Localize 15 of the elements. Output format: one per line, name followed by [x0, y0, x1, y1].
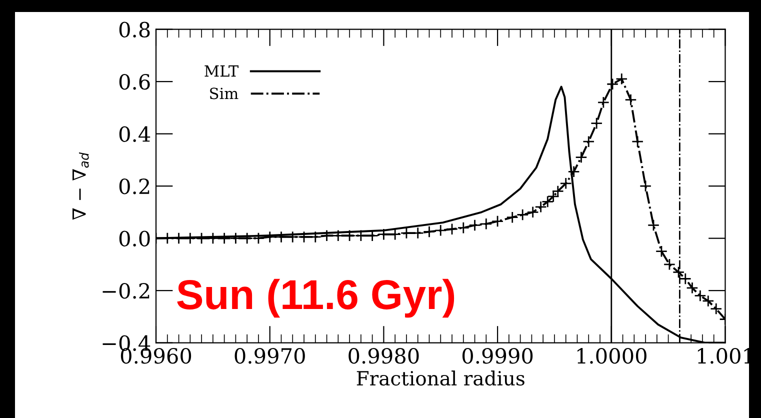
annotation: Sun (11.6 Gyr) — [177, 278, 454, 318]
x-tick-label: 1.0000 — [577, 348, 646, 364]
x-tick-label: 0.9970 — [234, 348, 305, 364]
x-axis-title: Fractional radius — [356, 370, 524, 386]
y-axis-title: ∇ − ∇$_{ad}$ — [72, 152, 89, 220]
y-tick-label: 0.6 — [119, 74, 150, 90]
legend-label: MLT — [204, 65, 238, 77]
y-tick-label: −0.2 — [102, 282, 150, 299]
legend-label: Sim — [210, 88, 238, 100]
x-tick-label: 0.9990 — [462, 348, 533, 364]
y-tick-label: 0.8 — [119, 22, 150, 38]
y-tick-label: 0.4 — [119, 126, 150, 142]
x-tick-label: 0.9980 — [348, 348, 419, 364]
y-tick-label: 0.0 — [119, 230, 150, 246]
y-tick-label: 0.2 — [119, 178, 150, 194]
